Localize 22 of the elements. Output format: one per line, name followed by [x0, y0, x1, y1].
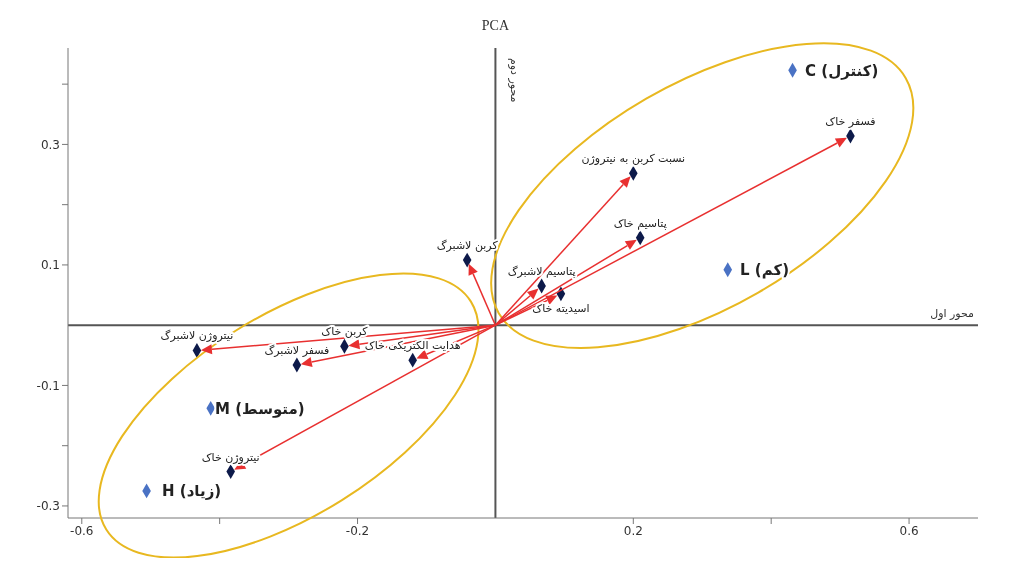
- data-label: نسبت کربن به نیتروژن: [581, 152, 686, 166]
- x-tick-label: 0.2: [623, 523, 643, 538]
- data-label: پتاسیم خاک: [613, 216, 667, 230]
- data-label: فسفر خاک: [825, 114, 876, 128]
- data-label: C (کنترل): [805, 61, 879, 80]
- data-label: L (کم): [740, 261, 789, 280]
- y-tick-label: 0.1: [40, 258, 60, 273]
- data-label: M (متوسط): [215, 399, 305, 418]
- y-tick-label: 0.3: [40, 137, 60, 152]
- y-axis-title: محور دوم: [508, 58, 522, 103]
- data-label: H (زیاد): [162, 482, 222, 501]
- x-tick-label: 0.6: [899, 523, 919, 538]
- data-label: اسیدیته خاک: [532, 301, 590, 315]
- data-label: فسفر لاشبرگ: [264, 343, 330, 357]
- y-tick-label: -0.3: [36, 499, 60, 514]
- data-label: کربن خاک: [321, 325, 369, 339]
- data-label: پتاسیم لاشبرگ: [507, 265, 576, 279]
- chart-title: PCA: [481, 18, 510, 33]
- x-tick-label: -0.6: [70, 523, 94, 538]
- x-tick-label: -0.2: [345, 523, 370, 538]
- x-axis-title: محور اول: [930, 307, 975, 321]
- y-tick-label: -0.1: [36, 378, 60, 393]
